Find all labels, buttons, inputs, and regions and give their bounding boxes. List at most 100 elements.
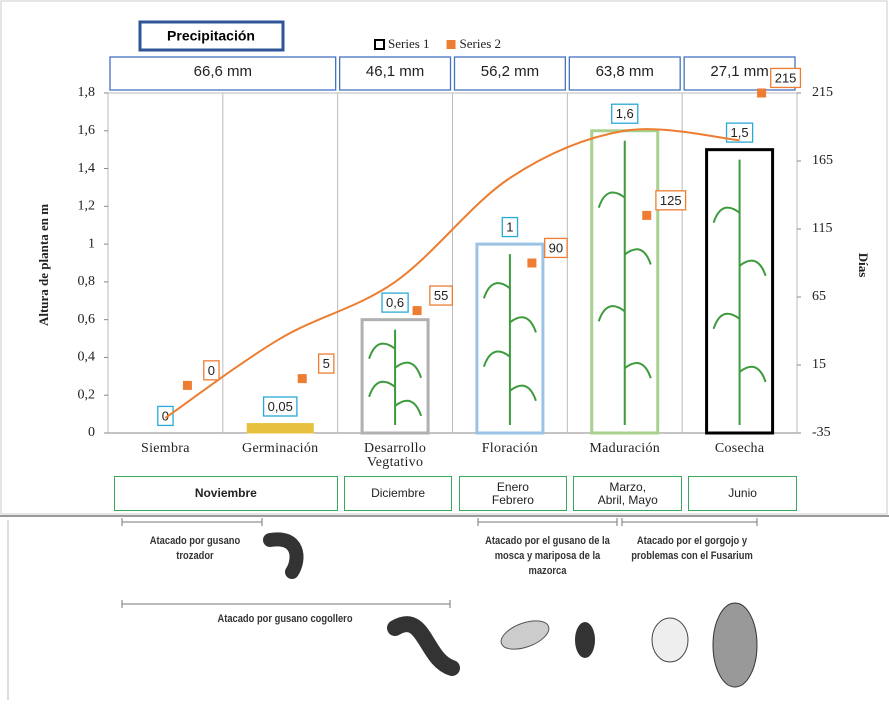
legend-label: Series 2 [460,36,502,51]
y2-tick-label: 15 [812,357,826,372]
plant-leaf [368,342,396,360]
x-tick-label: Siembra [141,441,190,456]
marker [757,88,767,98]
bar-value-label-box [725,122,754,143]
legend-label: Series 1 [388,36,430,51]
worm-icon [387,616,460,676]
bar-value-label: 0,6 [386,295,404,310]
marker [642,210,652,220]
marker-value-label-box [770,67,802,89]
marker-value-label-group: 55 [429,285,453,306]
bar-value-label-box [262,396,298,417]
precipitation-box [568,56,681,91]
y-tick-label: 0,2 [78,387,96,402]
plant-leaf [597,305,626,322]
y-tick-label: 1,4 [78,161,96,176]
y2-tick-label: 65 [812,289,826,304]
corn-icon [712,602,758,688]
x-tick-label: Maduración [589,441,661,456]
bar-value-label-group: 1 [501,216,519,238]
month-label: Marzo, Abril, Mayo [597,479,658,507]
plant-leaf [738,365,767,383]
grain-icon [651,617,689,663]
plant-leaf [712,312,741,330]
month-label: Noviembre [194,486,257,500]
precipitation-box [453,56,566,91]
y-axis-label: Altura de planta en m [36,204,51,326]
plant-icon [597,140,652,425]
marker-value-label-box [655,190,687,211]
plant-leaf [482,282,511,299]
plant-leaf [368,380,396,398]
plant-icon [712,159,767,425]
x-tick-label: Floración [481,441,539,456]
bar-value-label-box [611,103,639,124]
trend-line [164,128,740,419]
title-box [138,20,285,52]
y-tick-label: 1 [88,236,95,251]
month-box [458,476,568,511]
plant-leaf [738,259,767,277]
pest-lines [121,518,758,608]
marker-value-label-box [544,237,568,259]
y-tick-label: 1,8 [78,85,96,100]
plant-leaf [394,399,423,417]
y2-tick-label: 215 [812,85,833,100]
marker [412,306,422,316]
y2-axis-label: Días [856,253,871,278]
marker-value-label-group: 125 [655,190,687,211]
legend-swatch [374,39,385,50]
moth-icon [500,620,550,650]
y-tick-label: 0 [88,425,95,440]
bar-value-label: 0 [162,408,169,423]
precipitation-label: 27,1 mm [710,63,768,80]
y2-tick-label: 115 [812,221,832,236]
bar-value-label: 1,5 [731,125,749,140]
fly-icon [575,622,595,658]
marker-value-label: 90 [549,240,563,255]
month-label: Enero Febrero [491,479,534,507]
bar-value-label-box [501,216,519,238]
bar [246,423,314,434]
bar-value-label-box [157,405,174,427]
x-tick-label: Cosecha [714,441,765,456]
bar-value-label-group: 0,05 [262,396,298,417]
precipitation-box [109,56,337,91]
bar-value-label-group: 0,6 [381,292,409,313]
marker [297,374,307,384]
plant-leaf [509,316,537,333]
marker [182,380,192,390]
marker-value-label: 215 [775,70,797,85]
bar-value-label-box [381,292,409,313]
chart-frame [0,0,888,515]
plant-icon [368,329,423,425]
pest-note: Atacado por el gusano de la mosca y mari… [485,535,610,577]
marker-value-label-group: 5 [317,353,335,374]
marker-value-label-group: 90 [544,237,568,259]
marker-value-label-group: 0 [203,360,220,381]
plant-leaf [597,191,626,208]
worm-icon [263,532,304,579]
marker-value-label: 55 [434,288,448,303]
month-box [573,476,683,511]
month-box [114,476,338,511]
chart-title: Precipitación [167,28,255,44]
marker-value-label: 0 [208,363,215,378]
month-box [688,476,797,511]
marker-value-label: 5 [323,356,330,371]
pest-note: Atacado por gusano trozador [149,535,241,562]
marker-value-label-box [429,285,453,306]
pest-note: Atacado por el gorgojo y problemas con e… [631,535,753,562]
y-tick-label: 1,2 [78,199,96,214]
precipitation-label: 66,6 mm [194,63,252,80]
pest-note: Atacado por gusano cogollero [217,613,353,625]
month-label: Junio [728,486,757,500]
plant-leaf [482,350,511,367]
month-label: Diciembre [371,486,426,500]
marker-value-label-box [203,360,220,381]
marker-value-label: 125 [660,193,682,208]
month-box [343,476,453,511]
bar-value-label-group: 1,6 [611,103,639,124]
y-tick-label: 0,6 [78,312,96,327]
